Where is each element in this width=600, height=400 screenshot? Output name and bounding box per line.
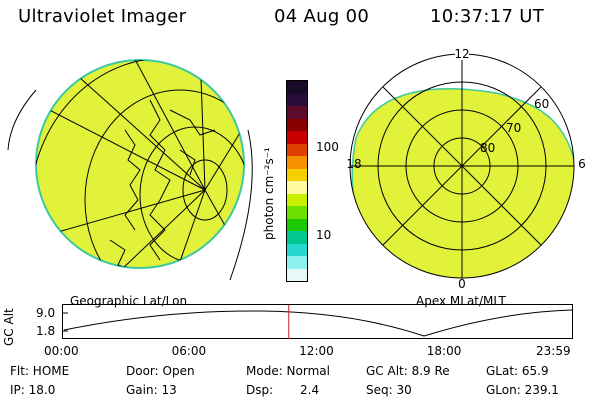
colorbar-segment [287, 143, 307, 156]
colorbar-segment [287, 118, 307, 131]
colorbar-segment [287, 218, 307, 231]
colorbar-segment [287, 106, 307, 119]
instrument-title: Ultraviolet Imager [18, 6, 187, 27]
apex-polar-image: 12 18 6 0 60 70 80 [346, 48, 586, 288]
glat-info: GLat: 65.9 [486, 364, 549, 378]
timeline-y-tick-low: 1.8 [36, 324, 56, 338]
altitude-curve [63, 309, 573, 337]
glon-info: GLon: 239.1 [486, 383, 559, 397]
mlt-label-0: 0 [458, 277, 466, 288]
earth-disk [35, 59, 245, 269]
timeline-x-tick: 12:00 [299, 344, 334, 358]
mlat-label-60: 60 [534, 97, 549, 111]
date-label: 04 Aug 00 [274, 6, 370, 27]
colorbar-segment [287, 181, 307, 194]
timeline-y-tick-high: 9.0 [36, 306, 56, 320]
colorbar-segment [287, 243, 307, 256]
seq-info: Seq: 30 [366, 383, 412, 397]
mode-info: Mode: Normal [246, 364, 330, 378]
colorbar-segment [287, 81, 307, 94]
door-info: Door: Open [126, 364, 195, 378]
timeline-x-tick: 00:00 [44, 344, 79, 358]
colorbar-segment [287, 231, 307, 244]
time-label: 10:37:17 UT [430, 6, 545, 27]
colorbar-segment [287, 256, 307, 269]
colorbar-segment [287, 206, 307, 219]
flight-info: Flt: HOME [10, 364, 70, 378]
ip-info: IP: 18.0 [10, 383, 56, 397]
timeline-x-tick: 23:59 [536, 344, 571, 358]
colorbar [286, 80, 308, 282]
altitude-timeline [62, 304, 573, 339]
mlt-label-18: 18 [346, 157, 361, 171]
gain-info: Gain: 13 [126, 383, 177, 397]
colorbar-segment [287, 131, 307, 144]
mlt-label-6: 6 [578, 157, 586, 171]
geographic-image [7, 59, 253, 281]
mlat-label-70: 70 [506, 121, 521, 135]
colorbar-tick-100: 100 [316, 140, 339, 154]
colorbar-segment [287, 193, 307, 206]
mlt-label-12: 12 [454, 48, 469, 61]
colorbar-tick-10: 10 [316, 228, 332, 242]
dsp-info-value: 2.4 [300, 383, 320, 397]
mlat-label-80: 80 [480, 141, 495, 155]
timeline-x-tick: 18:00 [426, 344, 462, 358]
dsp-info-label: Dsp: [246, 383, 274, 397]
gc-alt-info: GC Alt: 8.9 Re [366, 364, 450, 378]
colorbar-segment [287, 156, 307, 169]
colorbar-segment [287, 168, 307, 181]
timeline-x-tick: 06:00 [171, 344, 207, 358]
timeline-y-label: GC Alt [2, 308, 16, 346]
colorbar-segment [287, 268, 307, 281]
colorbar-unit-label: photon cm⁻²s⁻¹ [262, 147, 276, 240]
colorbar-segment [287, 93, 307, 106]
